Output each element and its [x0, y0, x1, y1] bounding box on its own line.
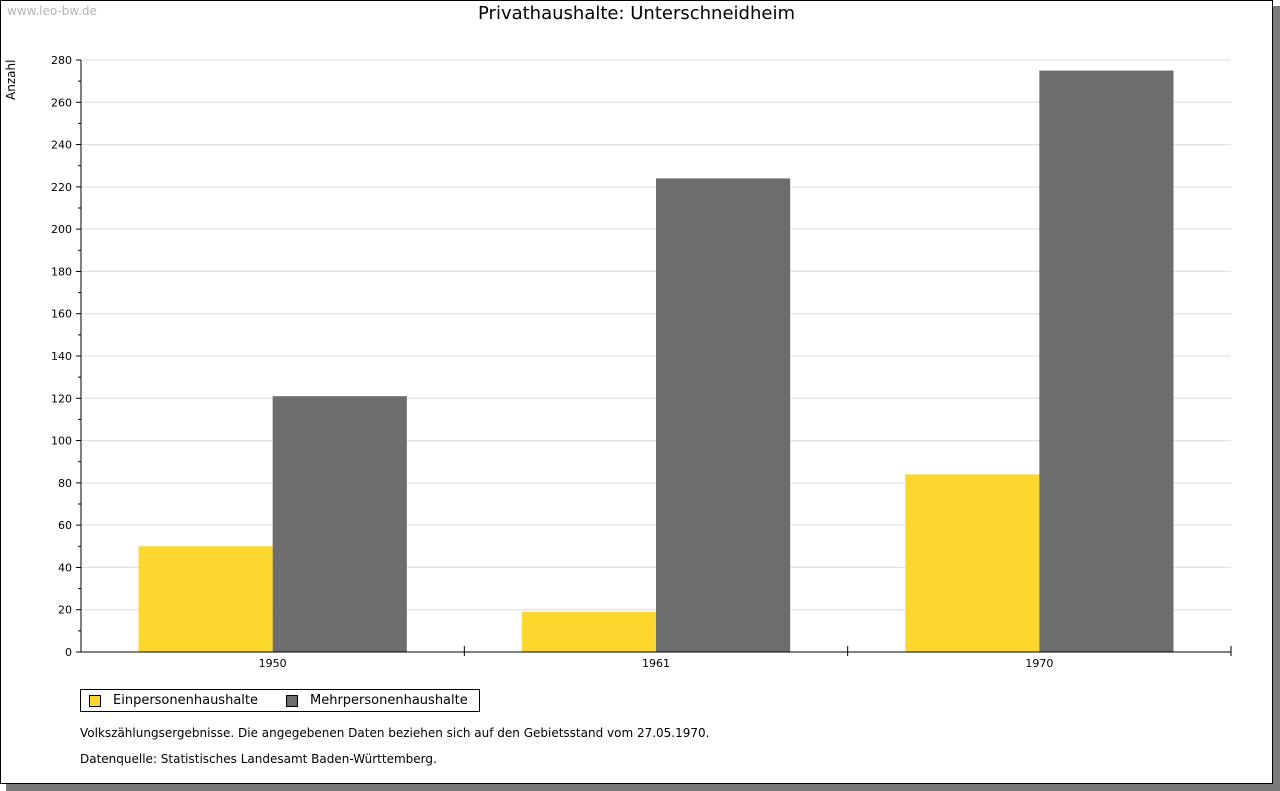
- bar-chart: 0 20 40 60 80 100 120 140 160 180 200 220 240 260 280 1…: [51, 54, 1232, 670]
- y-tick-label: 100: [51, 435, 72, 448]
- bar-mehrpersonenhaushalte-1970: [1039, 70, 1174, 653]
- legend-swatch-mehrpersonenhaushalte: [286, 694, 298, 707]
- x-tick-label: 1970: [1025, 657, 1053, 670]
- legend-label-einpersonenhaushalte: Einpersonenhaushalte: [113, 693, 258, 708]
- watermark: www.leo-bw.de: [7, 4, 97, 18]
- note-source: Datenquelle: Statistisches Landesamt Bad…: [80, 752, 437, 766]
- x-tick-label: 1961: [642, 657, 670, 670]
- frame-shadow-bottom: [6, 784, 1280, 791]
- legend-item-mehrpersonenhaushalte: Mehrpersonenhaushalte: [286, 693, 468, 708]
- y-tick-label: 260: [51, 96, 72, 109]
- y-tick-label: 0: [65, 646, 72, 659]
- y-tick-label: 220: [51, 181, 72, 194]
- legend: Einpersonenhaushalte Mehrpersonenhaushal…: [80, 689, 480, 712]
- y-tick-label: 120: [51, 392, 72, 405]
- y-tick-label: 280: [51, 54, 72, 67]
- y-tick-label: 160: [51, 308, 72, 321]
- legend-swatch-einpersonenhaushalte: [89, 694, 101, 707]
- bar-einpersonenhaushalte-1950: [138, 546, 273, 652]
- legend-label-mehrpersonenhaushalte: Mehrpersonenhaushalte: [310, 693, 468, 708]
- y-tick-label: 200: [51, 223, 72, 236]
- y-tick-label: 80: [58, 477, 72, 490]
- bar-einpersonenhaushalte-1961: [521, 611, 656, 652]
- y-tick-label: 20: [58, 604, 72, 617]
- y-tick-label: 240: [51, 139, 72, 152]
- bar-einpersonenhaushalte-1970: [905, 474, 1040, 652]
- y-tick-label: 40: [58, 561, 72, 574]
- legend-item-einpersonenhaushalte: Einpersonenhaushalte: [89, 693, 258, 708]
- frame-shadow-right: [1273, 6, 1280, 791]
- y-tick-label: 60: [58, 519, 72, 532]
- y-tick-label: 180: [51, 265, 72, 278]
- x-tick-label: 1950: [259, 657, 287, 670]
- chart-title: Privathaushalte: Unterschneidheim: [478, 3, 795, 24]
- note-census: Volkszählungsergebnisse. Die angegebenen…: [80, 726, 710, 740]
- bar-mehrpersonenhaushalte-1961: [656, 178, 791, 652]
- y-tick-label: 140: [51, 350, 72, 363]
- bar-mehrpersonenhaushalte-1950: [272, 396, 407, 652]
